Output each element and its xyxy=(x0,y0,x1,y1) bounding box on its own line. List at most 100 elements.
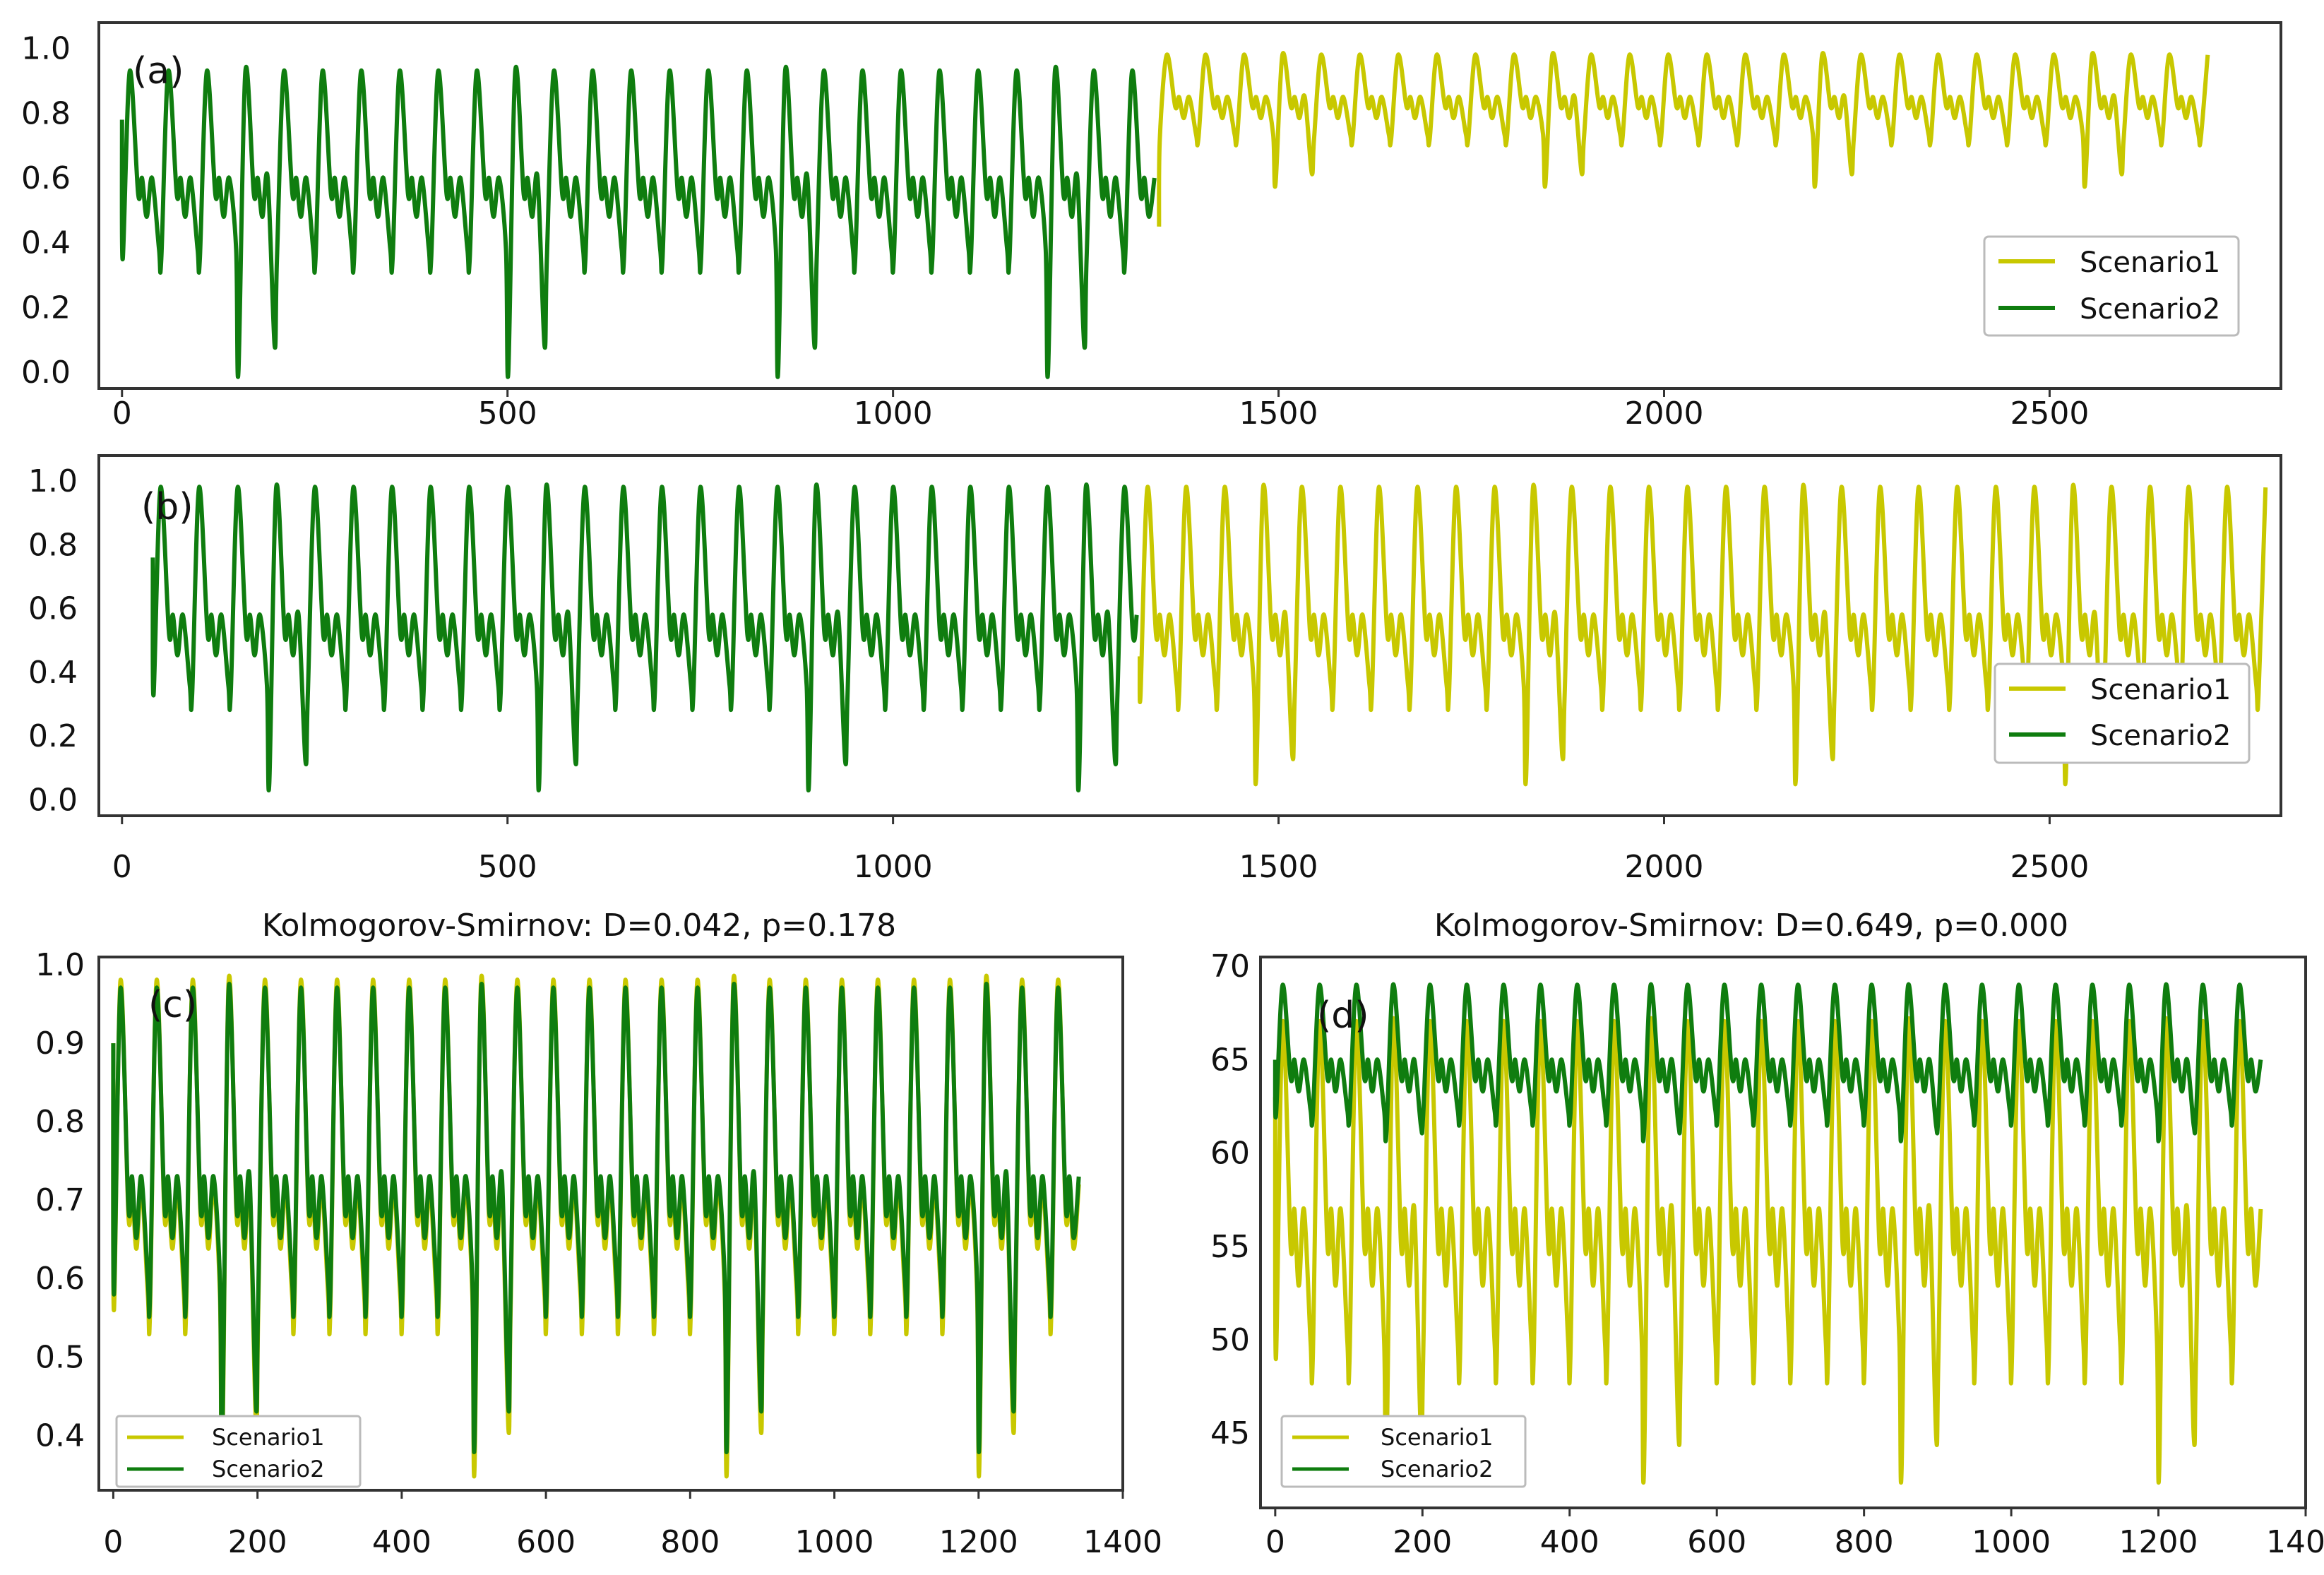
y-tick-label: 0.9 xyxy=(35,1026,85,1062)
legend-label-scenario1: Scenario1 xyxy=(212,1424,324,1451)
series-line-scenario1 xyxy=(1137,482,2268,787)
panel-d-legend: Scenario1 Scenario2 xyxy=(1280,1415,1527,1488)
x-tick-label: 2000 xyxy=(1625,849,1704,885)
x-tick-label: 1000 xyxy=(854,849,933,885)
panel-d-y-ticks: 70 65 60 55 50 45 xyxy=(1210,949,1250,1451)
y-tick-label: 0.5 xyxy=(35,1339,85,1375)
panel-d-label: (d) xyxy=(1317,994,1369,1037)
y-tick-label: 1.0 xyxy=(35,947,85,983)
y-tick-label: 0.4 xyxy=(21,225,71,261)
y-tick-label: 55 xyxy=(1210,1229,1250,1265)
panel-d-frame xyxy=(1259,956,2307,1509)
x-tick-label: 800 xyxy=(660,1524,720,1560)
panel-c: Kolmogorov-Smirnov: D=0.042, p=0.178 0 20… xyxy=(35,908,1162,1560)
y-tick-label: 0.2 xyxy=(21,290,71,326)
legend-label-scenario1: Scenario1 xyxy=(1381,1424,1493,1451)
y-tick-label: 0.8 xyxy=(28,527,78,563)
x-tick-label: 200 xyxy=(1393,1524,1452,1560)
series-line-scenario2 xyxy=(150,482,1139,792)
x-tick-label: 1200 xyxy=(2119,1524,2198,1560)
panel-a-y-ticks: 1.0 0.8 0.6 0.4 0.2 0.0 xyxy=(21,31,71,391)
panel-d-title: Kolmogorov-Smirnov: D=0.649, p=0.000 xyxy=(1434,908,2068,944)
x-tick-label: 0 xyxy=(112,849,132,885)
panel-b-x-ticks: 0 500 1000 1500 2000 2500 xyxy=(112,816,2089,885)
panel-b: 0 500 1000 1500 2000 2500 1.00.80.60.40.20.0 … xyxy=(28,454,2282,885)
x-tick-label: 800 xyxy=(1835,1524,1894,1560)
y-tick-label: 70 xyxy=(1210,949,1250,985)
x-tick-label: 500 xyxy=(478,849,537,885)
panel-c-plot xyxy=(111,973,1081,1479)
y-tick-label: 0.6 xyxy=(35,1261,85,1297)
panel-a: 0 500 1000 1500 2000 2500 1.00.80.60.40.20.0 … xyxy=(21,21,2282,432)
y-tick-label: 45 xyxy=(1210,1415,1250,1451)
series-line-scenario1 xyxy=(1157,51,2210,227)
x-tick-label: 200 xyxy=(228,1524,287,1560)
x-tick-label: 1500 xyxy=(1239,849,1318,885)
legend-label-scenario1: Scenario1 xyxy=(2080,246,2220,279)
x-tick-label: 1200 xyxy=(939,1524,1018,1560)
y-tick-label: 0.0 xyxy=(21,355,71,391)
x-tick-label: 400 xyxy=(1540,1524,1599,1560)
x-tick-label: 1400 xyxy=(1083,1524,1162,1560)
x-tick-label: 500 xyxy=(478,396,537,432)
panel-b-y-ticks: 1.0 0.8 0.6 0.4 0.2 0.0 xyxy=(28,463,78,818)
series-line-scenario2 xyxy=(119,64,1157,379)
y-tick-label: 0.8 xyxy=(35,1104,85,1140)
legend-label-scenario2: Scenario2 xyxy=(2090,720,2231,752)
legend-label-scenario2: Scenario2 xyxy=(2080,293,2220,326)
y-tick-label: 0.4 xyxy=(28,655,78,691)
panel-c-x-ticks: 0 200 400 600 800 1000 1200 1400 xyxy=(103,1490,1162,1560)
panel-c-label: (c) xyxy=(148,984,197,1026)
panel-d-x-ticks: 0 200 400 600 800 1000 1200 1400 xyxy=(1265,1508,2324,1560)
panel-a-frame xyxy=(97,21,2282,390)
panel-c-title: Kolmogorov-Smirnov: D=0.042, p=0.178 xyxy=(262,908,896,944)
legend-label-scenario2: Scenario2 xyxy=(1381,1456,1493,1482)
y-tick-label: 0.8 xyxy=(21,95,71,131)
series-line-scenario2 xyxy=(1273,982,2263,1143)
legend-label-scenario1: Scenario1 xyxy=(2090,674,2231,706)
panel-a-label: (a) xyxy=(133,50,184,93)
x-tick-label: 0 xyxy=(112,396,132,432)
y-tick-label: 50 xyxy=(1210,1322,1250,1358)
panel-a-x-ticks: 0 500 1000 1500 2000 2500 xyxy=(112,388,2089,432)
series-line-scenario2 xyxy=(111,982,1081,1454)
y-tick-label: 1.0 xyxy=(21,31,71,67)
x-tick-label: 2500 xyxy=(2010,396,2089,432)
panel-d-plot xyxy=(1273,982,2263,1485)
panel-d: Kolmogorov-Smirnov: D=0.649, p=0.000 0 20… xyxy=(1210,908,2324,1560)
x-tick-label: 1000 xyxy=(795,1524,874,1560)
x-tick-label: 600 xyxy=(516,1524,576,1560)
panel-b-frame xyxy=(97,454,2282,817)
panel-c-legend: Scenario1 Scenario2 xyxy=(115,1415,362,1488)
panel-b-legend: Scenario1 Scenario2 xyxy=(1994,662,2251,764)
x-tick-label: 0 xyxy=(103,1524,123,1560)
y-tick-label: 1.0 xyxy=(28,463,78,499)
y-tick-label: 0.0 xyxy=(28,782,78,818)
x-tick-label: 0 xyxy=(1265,1524,1285,1560)
x-tick-label: 1000 xyxy=(1972,1524,2051,1560)
x-tick-label: 2000 xyxy=(1625,396,1704,432)
panel-b-plot xyxy=(150,482,2268,792)
legend-label-scenario2: Scenario2 xyxy=(212,1456,324,1482)
panel-b-label: (b) xyxy=(141,486,193,528)
x-tick-label: 400 xyxy=(372,1524,431,1560)
y-tick-label: 0.4 xyxy=(35,1418,85,1454)
panel-a-legend: Scenario1 Scenario2 xyxy=(1983,235,2240,337)
x-tick-label: 1000 xyxy=(854,396,933,432)
y-tick-label: 60 xyxy=(1210,1136,1250,1172)
x-tick-label: 2500 xyxy=(2010,849,2089,885)
x-tick-label: 1400 xyxy=(2266,1524,2324,1560)
series-line-scenario1 xyxy=(1273,1016,2263,1485)
y-tick-label: 0.6 xyxy=(21,160,71,196)
panel-c-y-ticks: 1.0 0.9 0.8 0.7 0.6 0.5 0.4 xyxy=(35,947,85,1454)
panel-c-frame xyxy=(97,956,1124,1492)
panel-a-plot xyxy=(119,51,2210,379)
y-tick-label: 0.6 xyxy=(28,591,78,627)
y-tick-label: 0.7 xyxy=(35,1182,85,1218)
x-tick-label: 600 xyxy=(1687,1524,1746,1560)
y-tick-label: 65 xyxy=(1210,1042,1250,1078)
x-tick-label: 1500 xyxy=(1239,396,1318,432)
y-tick-label: 0.2 xyxy=(28,718,78,754)
